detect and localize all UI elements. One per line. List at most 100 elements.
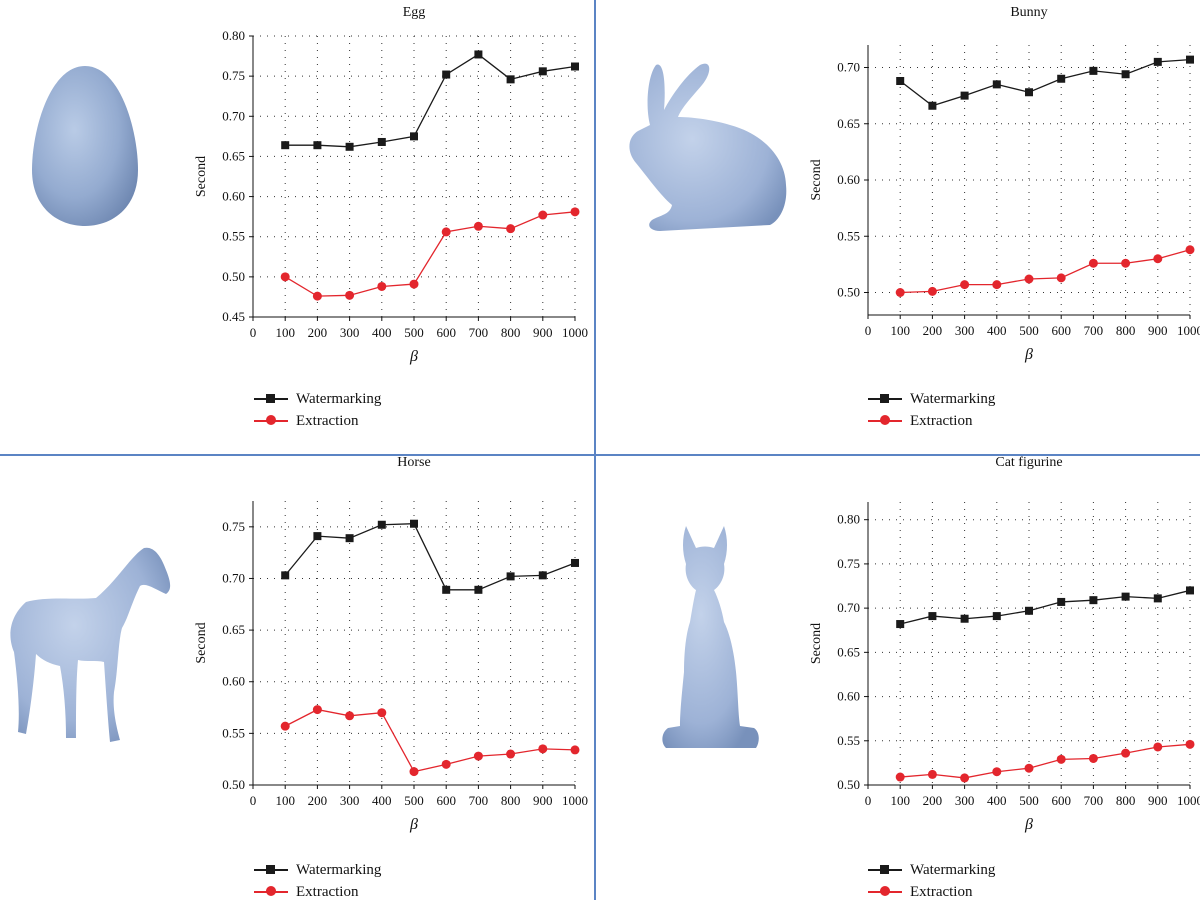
x-tick-label: 600: [436, 793, 456, 808]
egg-model-image: [32, 66, 138, 226]
data-point-watermarking: [538, 67, 547, 76]
series-line-extraction: [900, 249, 1191, 294]
chart-cat-figurine: 0 100 200 300 400 500 600 700 800 900 1000 0.50 0.55…: [809, 455, 1200, 833]
data-point-watermarking: [571, 62, 579, 71]
data-point-extraction: [312, 705, 322, 715]
data-point-extraction: [473, 751, 483, 761]
chart-title: Egg: [403, 5, 426, 20]
data-point-watermarking: [474, 585, 483, 594]
x-tick-label: 200: [923, 793, 943, 808]
data-point-extraction: [1121, 258, 1131, 268]
x-tick-label: 1000: [1177, 793, 1200, 808]
legend-square-marker: [266, 394, 275, 403]
series-line-extraction: [284, 708, 576, 773]
data-point-watermarking: [928, 612, 937, 621]
y-tick-label: 0.55: [222, 725, 245, 740]
data-point-extraction: [312, 291, 322, 301]
data-point-watermarking: [377, 520, 386, 529]
data-point-extraction: [1088, 753, 1098, 763]
legend-label-extraction: Extraction: [910, 884, 973, 900]
y-tick-label: 0.50: [837, 777, 860, 792]
y-tick-label: 0.60: [222, 189, 245, 204]
data-point-extraction: [1185, 245, 1195, 255]
data-point-watermarking: [571, 558, 579, 567]
vertical-divider: [594, 0, 596, 900]
y-tick-label: 0.65: [837, 116, 860, 131]
series-line-watermarking: [284, 523, 576, 591]
x-tick-label: 300: [955, 793, 975, 808]
data-point-extraction: [992, 767, 1002, 777]
data-point-watermarking: [1153, 57, 1162, 66]
y-tick-label: 0.65: [837, 644, 860, 659]
y-tick-label: 0.75: [222, 519, 245, 534]
data-point-extraction: [345, 290, 355, 300]
x-tick-label: 600: [1051, 323, 1071, 338]
data-point-watermarking: [506, 572, 515, 581]
x-tick-label: 400: [372, 325, 392, 340]
data-point-extraction: [377, 708, 387, 718]
data-point-extraction: [1121, 748, 1131, 758]
legend-label-extraction: Extraction: [296, 413, 359, 429]
y-tick-label: 0.55: [837, 733, 860, 748]
x-tick-label: 1000: [562, 793, 588, 808]
legend-label-watermarking: Watermarking: [910, 391, 996, 407]
x-tick-label: 700: [469, 793, 489, 808]
x-tick-label: 900: [533, 325, 553, 340]
x-tick-label: 0: [865, 793, 872, 808]
data-point-extraction: [280, 272, 290, 282]
data-point-extraction: [570, 207, 580, 217]
legend-circle-marker: [880, 415, 890, 425]
x-axis-label: β: [1024, 816, 1033, 833]
data-point-extraction: [441, 227, 451, 237]
y-axis-label: Second: [194, 622, 209, 663]
x-tick-label: 200: [308, 793, 328, 808]
data-point-watermarking: [345, 142, 354, 151]
x-tick-label: 600: [1051, 793, 1071, 808]
x-tick-label: 400: [987, 793, 1007, 808]
x-tick-label: 400: [372, 793, 392, 808]
data-point-extraction: [1024, 763, 1034, 773]
x-tick-label: 100: [890, 323, 910, 338]
data-point-extraction: [1024, 274, 1034, 284]
series-line-watermarking: [285, 53, 576, 148]
x-tick-label: 900: [1148, 793, 1168, 808]
data-point-watermarking: [410, 132, 418, 141]
x-tick-label: 100: [275, 325, 295, 340]
data-point-watermarking: [992, 612, 1001, 621]
data-point-watermarking: [960, 91, 969, 100]
x-tick-label: 300: [340, 793, 360, 808]
legend-egg: Watermarking Extraction: [252, 388, 381, 432]
x-tick-label: 1000: [562, 325, 588, 340]
data-point-extraction: [1185, 739, 1195, 749]
data-point-extraction: [409, 279, 419, 289]
legend-square-marker: [266, 865, 275, 874]
data-point-watermarking: [281, 141, 290, 150]
data-point-extraction: [927, 769, 937, 779]
data-point-watermarking: [1121, 70, 1130, 79]
data-point-extraction: [377, 281, 387, 291]
data-point-extraction: [895, 772, 905, 782]
chart-horse: 0 100 200 300 400 500 600 700 800 900 1000 0.50 0.55…: [194, 455, 588, 833]
chart-title: Bunny: [1010, 5, 1047, 20]
legend-bunny: Watermarking Extraction: [866, 388, 995, 432]
data-point-watermarking: [1025, 606, 1033, 615]
x-tick-label: 800: [501, 325, 521, 340]
y-tick-label: 0.60: [837, 689, 860, 704]
y-tick-label: 0.70: [222, 570, 245, 585]
legend-item-extraction: Extraction: [866, 881, 995, 903]
x-tick-label: 700: [469, 325, 489, 340]
y-tick-label: 0.45: [222, 309, 245, 324]
data-point-watermarking: [442, 585, 451, 594]
x-tick-label: 0: [250, 793, 257, 808]
data-point-extraction: [960, 773, 970, 783]
x-tick-label: 800: [1116, 323, 1136, 338]
chart-bunny: 0 100 200 300 400 500 600 700 800 900 1000 0.50 0.55…: [809, 5, 1200, 363]
x-tick-label: 300: [340, 325, 360, 340]
legend-item-extraction: Extraction: [252, 410, 381, 432]
data-point-watermarking: [928, 101, 937, 110]
data-point-watermarking: [1057, 74, 1066, 83]
data-point-watermarking: [313, 141, 322, 150]
legend-label-watermarking: Watermarking: [910, 862, 996, 878]
x-tick-label: 500: [1019, 323, 1039, 338]
x-axis-label: β: [409, 816, 418, 833]
